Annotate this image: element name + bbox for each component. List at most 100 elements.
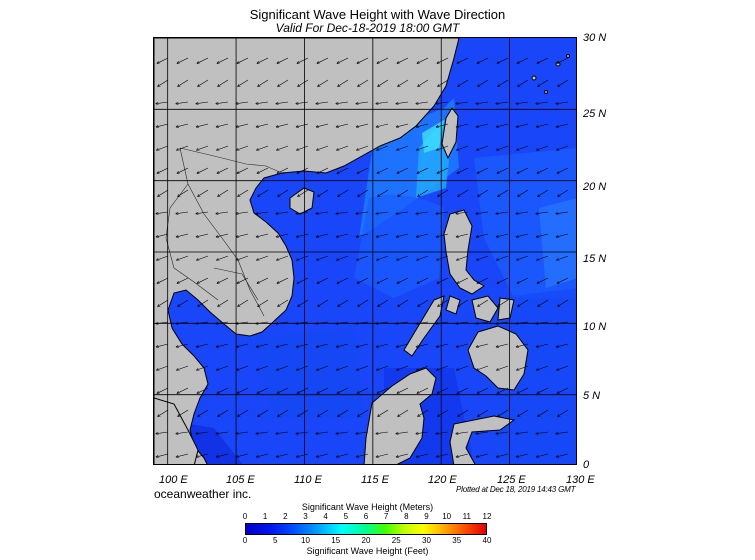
wave-arrow [336,431,349,434]
wave-arrow [176,343,189,347]
wave-arrow [378,409,389,416]
wave-arrow [256,343,269,347]
lat-lon-grid [154,38,576,464]
lon-label-120: 120 E [428,474,457,486]
wave-arrow [398,409,409,416]
wave-arrow [557,387,569,393]
colorbar-tick-feet: 5 [273,536,278,545]
wave-arrow [258,79,269,86]
wave-arrow [158,79,169,86]
wave-arrow [277,167,289,173]
wave-arrow [356,233,369,237]
wave-arrow [196,321,209,324]
wave-arrow [396,343,409,347]
wave-arrow [216,453,229,457]
wave-arrow [358,409,369,416]
wave-arrow [177,57,189,63]
wave-arrow [557,277,569,283]
wave-arrow [257,365,269,370]
wave-arrow [316,211,329,214]
wave-arrow [496,233,509,237]
wave-arrow [496,123,509,127]
wave-arrow [436,211,449,214]
wave-arrow [336,233,349,237]
wave-arrow [396,211,409,214]
wave-arrow [158,409,169,416]
lon-label-115: 115 E [361,474,389,486]
wave-arrow [337,57,349,63]
wave-arrow [476,321,489,324]
wave-arrow [437,277,449,283]
wave-arrow [176,321,189,324]
wave-arrow [317,255,329,260]
sumatra-island [154,397,199,464]
wave-arrow [376,321,389,324]
colorbar-tick-feet: 25 [391,536,401,545]
mainland-asia [154,38,460,464]
wave-arrow [458,79,469,86]
wave-arrow [516,453,529,457]
wave-arrow [396,123,409,127]
wave-arrow [216,233,229,237]
wave-arrow [498,409,509,416]
wave-arrow [338,409,349,416]
wave-arrow [298,79,309,86]
wave-arrow [216,123,229,127]
wave-arrow [196,453,209,457]
wave-arrow [376,123,389,127]
wave-arrow [177,255,189,260]
wave-arrow [296,321,309,324]
wave-arrow [557,365,569,370]
wave-arrow [357,57,369,63]
colorbar [245,523,487,535]
wave-arrow [217,277,229,283]
colorbar-title-feet: Significant Wave Height (Feet) [306,546,429,556]
wave-arrow [438,79,449,86]
wave-arrow [477,387,489,393]
wave-arrow [397,255,409,260]
wave-arrow [536,211,549,214]
wave-arrow [257,57,269,63]
wave-arrow [157,387,169,393]
wave-arrow [457,365,469,370]
wave-arrow [417,277,429,283]
wave-arrow [557,145,569,150]
wave-arrow [456,431,469,434]
wave-arrow [476,123,489,127]
wave-arrow [456,343,469,347]
colorbar-tick-meters: 2 [283,512,288,521]
wave-arrow [238,299,249,306]
wave-arrow [337,145,349,150]
wave-arrow [236,431,249,434]
wave-arrow [538,79,549,86]
wave-arrow [397,57,409,63]
wave-arrow [296,211,309,214]
wave-arrow [457,167,469,173]
wave-arrow [538,299,549,306]
wave-arrow [536,123,549,127]
wave-arrow [357,145,369,150]
wave-arrow [437,365,449,370]
wave-arrow [397,277,409,283]
wave-arrow [258,409,269,416]
wave-arrow [477,145,489,150]
wave-arrow [357,277,369,283]
wave-arrow [436,321,449,324]
wave-arrow [517,57,529,63]
wave-arrow [356,343,369,347]
colorbar-tick-meters: 9 [424,512,429,521]
wave-arrow [456,123,469,127]
wave-arrow [477,167,489,173]
wave-arrow [417,57,429,63]
wave-arrow [357,365,369,370]
wave-arrow [197,57,209,63]
wave-arrow [236,343,249,347]
wave-arrow [377,57,389,63]
wave-arrow [317,145,329,150]
wave-arrow [276,453,289,457]
colorbar-tick-feet: 40 [482,536,492,545]
wave-arrow [298,189,309,196]
wave-arrow [516,211,529,214]
wave-arrow [177,387,189,393]
wave-arrow [416,233,429,237]
